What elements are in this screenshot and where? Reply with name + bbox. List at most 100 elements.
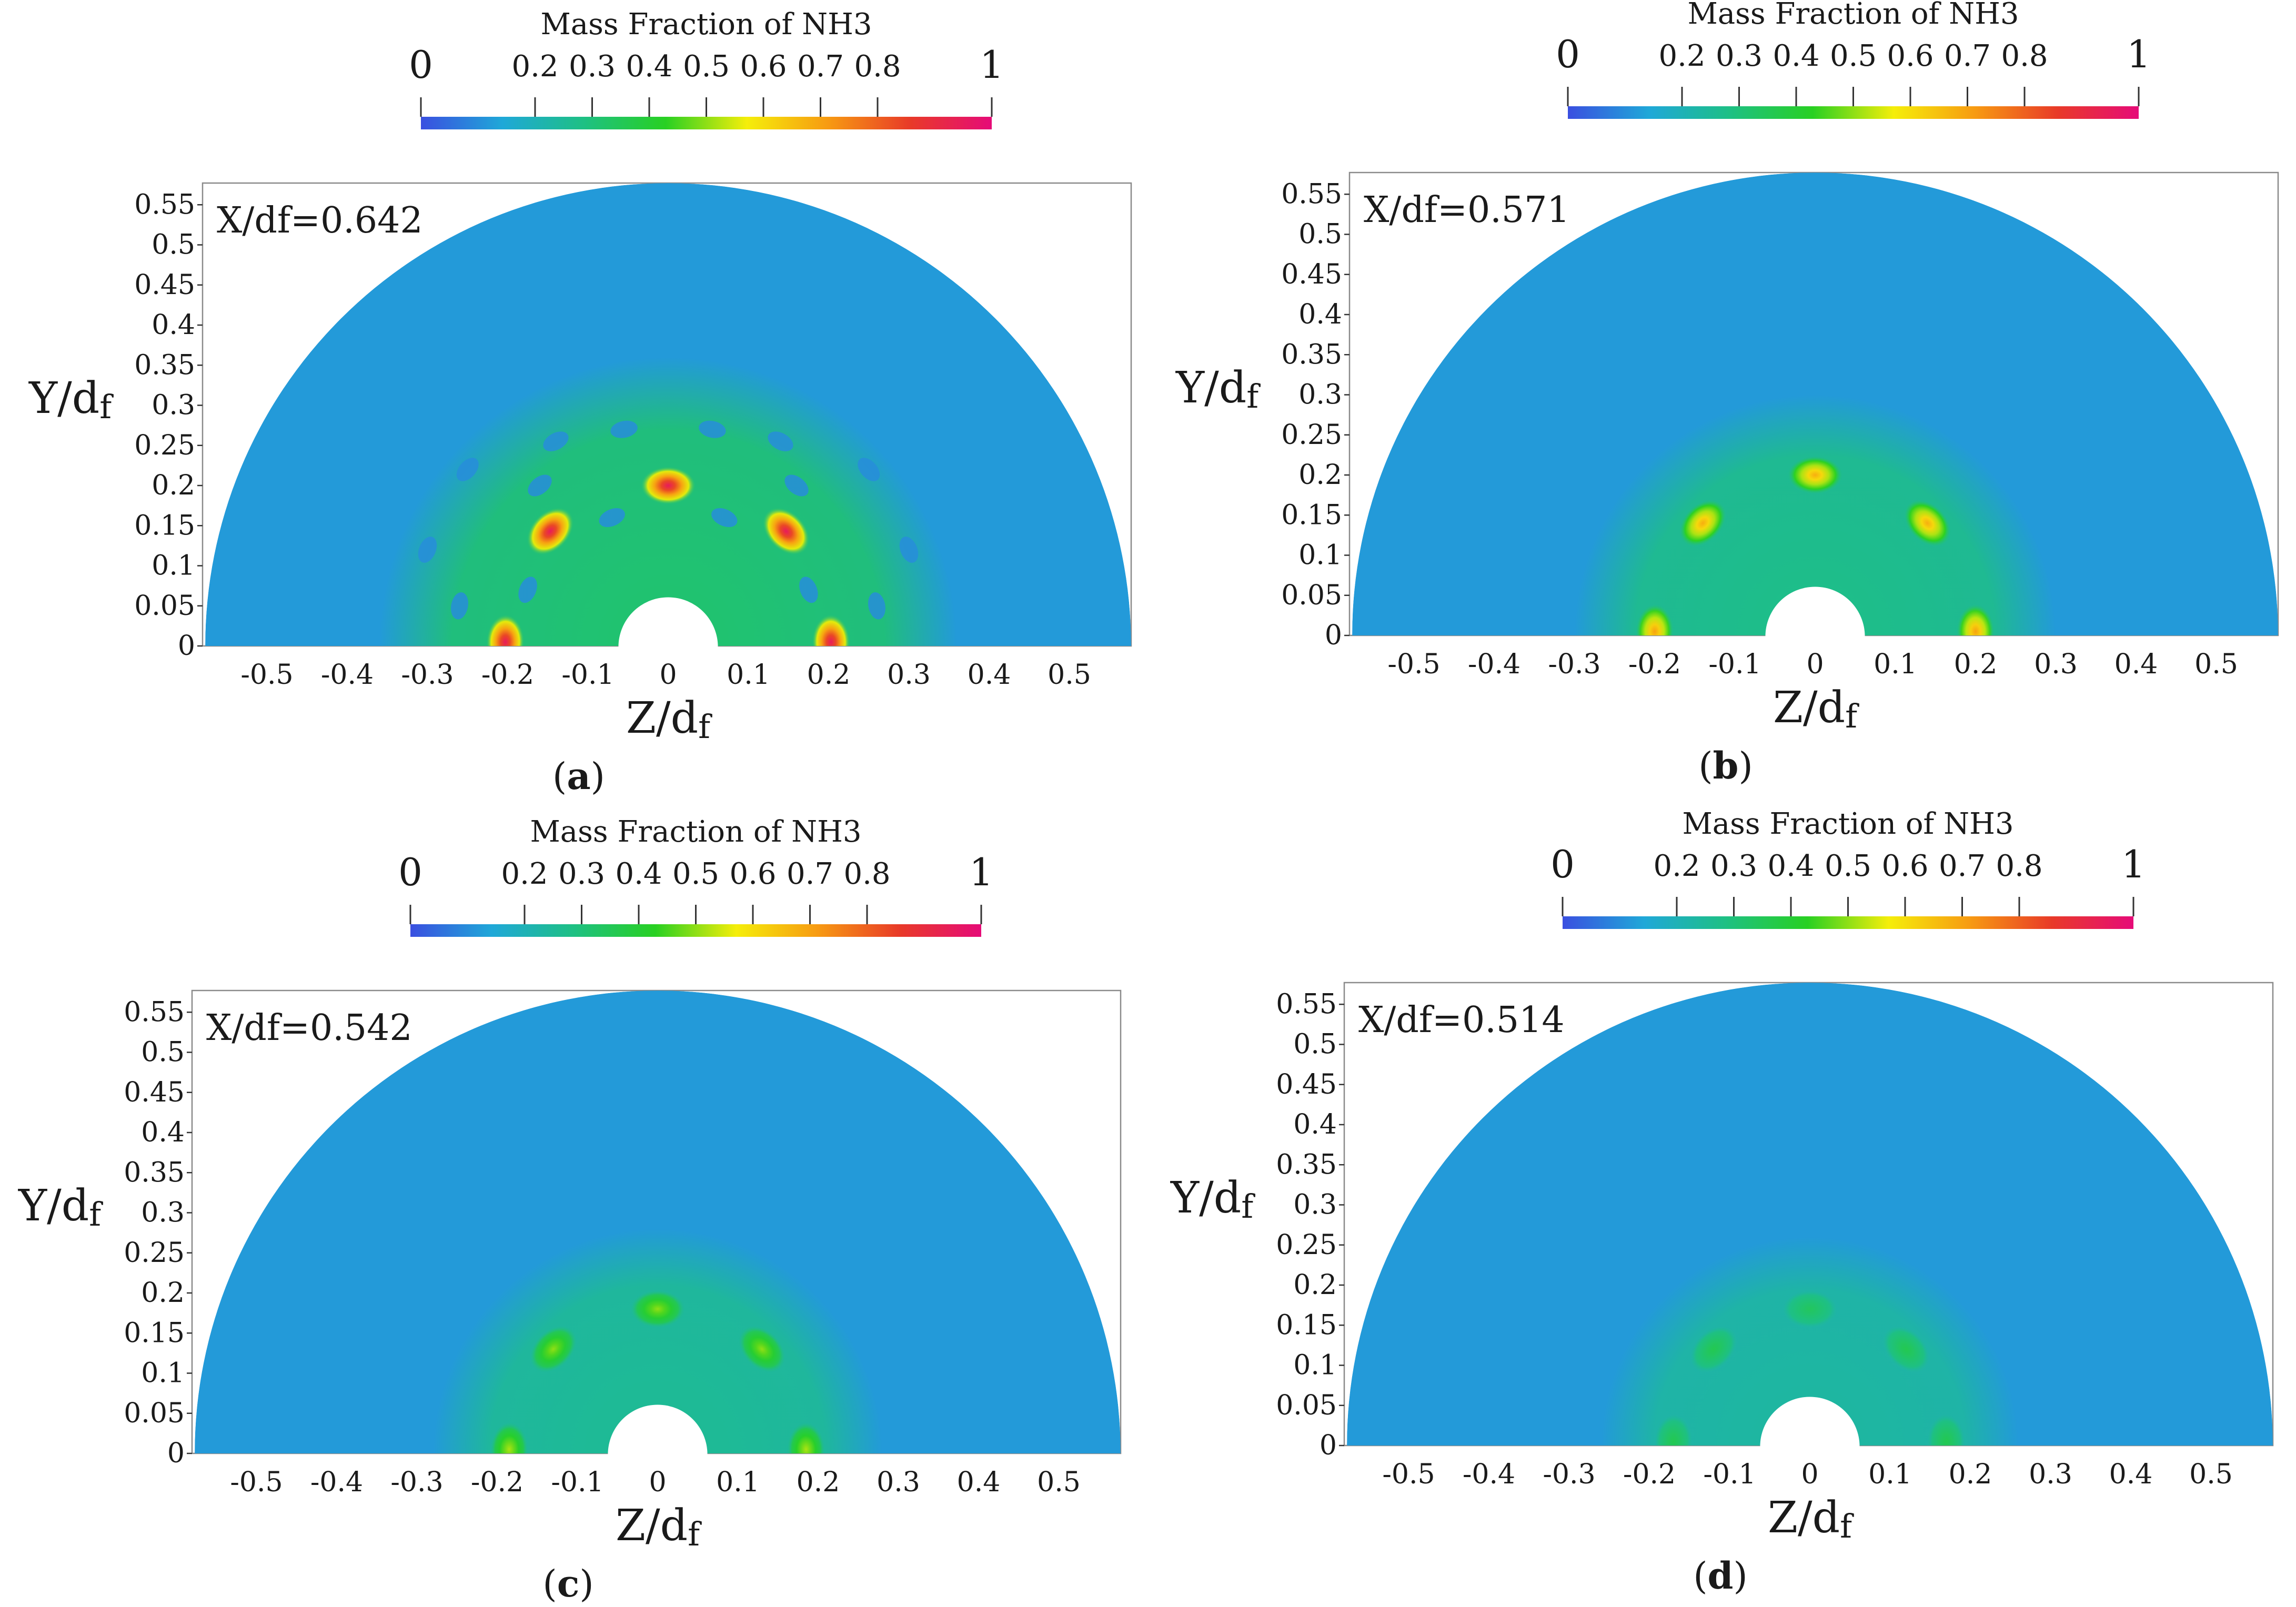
- x-tick-label: -0.1: [1708, 649, 1761, 680]
- colorbar-tick-label: 0.7: [797, 49, 844, 84]
- colorbar-tick-label: 0.6: [1881, 849, 1928, 883]
- x-tick-label: -0.4: [1463, 1459, 1515, 1490]
- x-tick-label: 0.3: [877, 1467, 920, 1498]
- nh3-jet-hotspot: [762, 507, 810, 555]
- low-concentration-spot: [418, 537, 437, 563]
- colorbar-tick-label: 0.7: [1944, 39, 1991, 73]
- y-tick-label: 0.25: [1276, 1229, 1337, 1261]
- y-tick-label: 0.1: [1293, 1350, 1337, 1381]
- panel-caption: (b): [1698, 744, 1753, 787]
- y-tick-label: 0.45: [134, 269, 195, 301]
- colorbar-tick-label: 0.4: [626, 49, 672, 84]
- y-tick-label: 0.05: [134, 590, 195, 622]
- low-concentration-spot: [799, 577, 818, 603]
- y-tick-label: 0.15: [134, 510, 195, 541]
- x-tick-label: -0.2: [1623, 1459, 1676, 1490]
- x-tick-label: 0.2: [1954, 649, 1998, 680]
- low-concentration-spot: [868, 592, 885, 620]
- colorbar-tick-label: 0.8: [1996, 849, 2042, 883]
- low-concentration-spot: [543, 431, 569, 451]
- colorbar-tick-label: 0.2: [501, 857, 548, 891]
- x-tick-label: -0.5: [1382, 1459, 1435, 1490]
- x-tick-label: 0.5: [2189, 1459, 2233, 1490]
- y-tick-label: 0: [1320, 1430, 1337, 1461]
- x-tick-label: 0.4: [2109, 1459, 2153, 1490]
- nh3-jet-hotspot: [1654, 1414, 1693, 1446]
- low-concentration-spot: [528, 474, 552, 497]
- y-tick-label: 0.55: [1276, 988, 1337, 1020]
- y-tick-label: 0.2: [1298, 459, 1342, 491]
- y-tick-label: 0.1: [141, 1358, 185, 1389]
- x-tick-label: 0.2: [807, 659, 851, 691]
- nh3-jet-hotspot: [1635, 604, 1674, 635]
- y-tick-label: 0.55: [124, 996, 185, 1028]
- x-tick-label: -0.4: [1468, 649, 1520, 680]
- colorbar-tick-label: 0.7: [787, 857, 833, 891]
- x-tick-label: 0.3: [2034, 649, 2078, 680]
- panel-a: Mass Fraction of NH3 0 0.2 0.3 0.4 0.5 0.6 0.7 0…: [28, 7, 1132, 798]
- colorbar-tick-label: 1: [2121, 842, 2146, 886]
- colorbar-tick-label: 0: [1556, 32, 1580, 76]
- nh3-jet-hotspot: [1690, 1326, 1737, 1373]
- x-tick-label: 0.4: [968, 659, 1011, 691]
- colorbar-title: Mass Fraction of NH3: [1682, 807, 2013, 841]
- colorbar-tick-label: 1: [969, 850, 993, 894]
- x-tick-label: -0.4: [321, 659, 374, 691]
- panel-caption: (c): [542, 1562, 593, 1605]
- nh3-jet-hotspot: [530, 1326, 577, 1373]
- colorbar-tick-label: 0: [1550, 842, 1575, 886]
- panel-c: Mass Fraction of NH3 0 0.2 0.3 0.4 0.5 0.6 0.7 0…: [18, 815, 1122, 1605]
- y-tick-label: 0.5: [1298, 219, 1342, 250]
- y-tick-label: 0.05: [124, 1398, 185, 1429]
- x-tick-label: 0.5: [1048, 659, 1091, 691]
- x-tick-label: -0.2: [471, 1467, 523, 1498]
- nh3-jet-hotspot: [1904, 499, 1951, 547]
- x-tick-label: 0.4: [957, 1467, 1001, 1498]
- x-tick-label: -0.5: [230, 1467, 283, 1498]
- colorbar-tick-label: 0.5: [1830, 39, 1877, 73]
- x-tick-label: 0.3: [2029, 1459, 2072, 1490]
- y-tick-label: 0.15: [1281, 499, 1342, 531]
- y-tick-label: 0.4: [141, 1117, 185, 1148]
- x-tick-label: 0: [659, 659, 677, 691]
- x-tick-label: -0.3: [390, 1467, 443, 1498]
- colorbar-tick-label: 0.4: [1773, 39, 1819, 73]
- x-tick-label: 0.5: [2194, 649, 2238, 680]
- x-tick-label: 0.1: [727, 659, 770, 691]
- low-concentration-spot: [456, 458, 479, 481]
- x-tick-label: -0.2: [481, 659, 534, 691]
- low-concentration-spot: [768, 431, 793, 451]
- panel-b: Mass Fraction of NH3 0 0.2 0.3 0.4 0.5 0.6 0.7 0…: [1175, 0, 2279, 787]
- y-tick-label: 0.45: [124, 1077, 185, 1108]
- mixing-halo: [379, 357, 957, 646]
- field-background: [195, 991, 1121, 1453]
- y-tick-label: 0.35: [134, 349, 195, 381]
- section-annotation: X/df=0.571: [1364, 189, 1570, 231]
- x-axis-label: Z/df: [1773, 683, 1859, 735]
- y-tick-label: 0.25: [124, 1237, 185, 1269]
- low-concentration-spot: [858, 458, 880, 481]
- x-tick-label: 0.1: [1874, 649, 1917, 680]
- nh3-jet-hotspot: [1788, 456, 1842, 494]
- colorbar-tick-label: 0.3: [558, 857, 605, 891]
- y-axis-label: Y/df: [1170, 1173, 1255, 1226]
- nh3-jet-hotspot: [527, 507, 574, 555]
- colorbar-tick-label: 0.6: [740, 49, 787, 84]
- y-tick-label: 0.4: [1298, 299, 1342, 330]
- y-tick-label: 0.35: [124, 1157, 185, 1188]
- y-tick-label: 0.2: [141, 1277, 185, 1309]
- x-tick-label: 0: [1806, 649, 1824, 680]
- x-tick-label: 0.2: [797, 1467, 840, 1498]
- section-annotation: X/df=0.514: [1358, 999, 1565, 1041]
- field: [195, 991, 1121, 1453]
- colorbar-tick-label: 0.4: [1767, 849, 1814, 883]
- nh3-jet-hotspot: [1882, 1326, 1930, 1373]
- y-tick-label: 0.55: [1281, 178, 1342, 210]
- y-tick-label: 0.1: [152, 550, 195, 582]
- y-tick-label: 0.55: [134, 189, 195, 220]
- y-tick-label: 0.25: [1281, 419, 1342, 451]
- low-concentration-spot: [899, 537, 919, 563]
- y-axis-label: Y/df: [28, 373, 114, 426]
- field: [205, 183, 1131, 646]
